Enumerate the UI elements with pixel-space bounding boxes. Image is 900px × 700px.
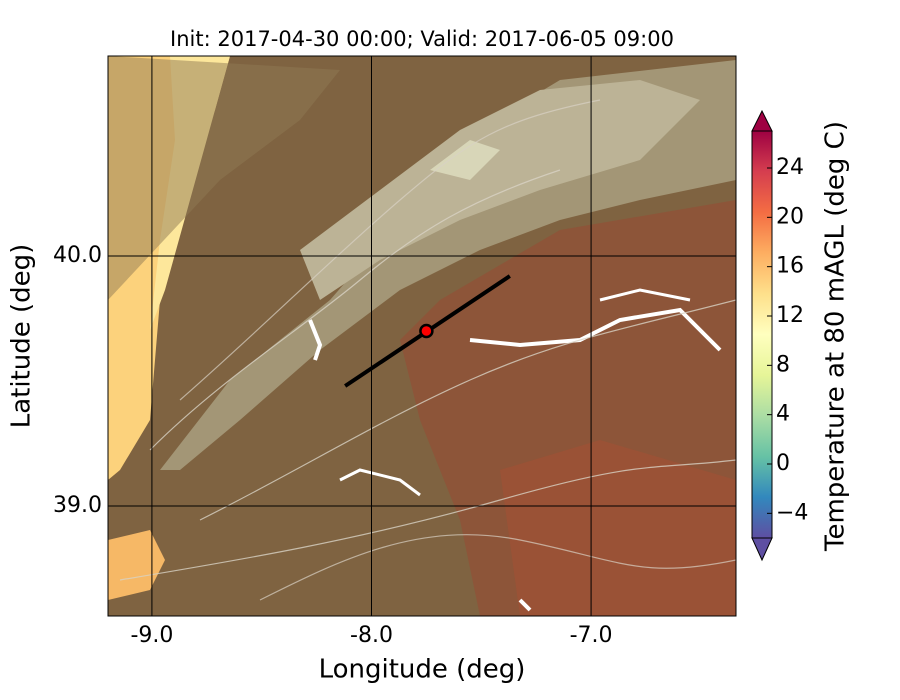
- y-tick-label: 40.0: [53, 243, 102, 268]
- colorbar-extend-min: [751, 537, 773, 562]
- colorbar-tick-label: 0: [776, 451, 790, 476]
- colorbar-frame: [751, 130, 773, 539]
- x-tick-label: -7.0: [570, 623, 613, 648]
- colorbar-tick-label: 8: [776, 352, 790, 377]
- colorbar-tick-label: 4: [776, 402, 790, 427]
- colorbar-tick-label: −4: [776, 500, 808, 525]
- x-tick-label: -8.0: [350, 623, 393, 648]
- colorbar-tick-label: 24: [776, 155, 804, 180]
- map-frame: [107, 55, 737, 617]
- map-title: Init: 2017-04-30 00:00; Valid: 2017-06-0…: [170, 27, 674, 51]
- colorbar-tick-label: 12: [776, 303, 804, 328]
- y-axis-label: Latitude (deg): [7, 244, 37, 429]
- terrain: [108, 56, 736, 616]
- y-tick-label: 39.0: [53, 493, 102, 518]
- site-marker: [419, 323, 434, 339]
- x-tick-label: -9.0: [130, 623, 173, 648]
- colorbar-tick-label: 20: [776, 204, 804, 229]
- x-axis-label: Longitude (deg): [319, 655, 526, 685]
- colorbar-extend-max: [751, 109, 773, 132]
- colorbar-tick-label: 16: [776, 254, 804, 279]
- colorbar-label: Temperature at 80 mAGL (deg C): [821, 121, 851, 552]
- colorbar: [752, 131, 772, 538]
